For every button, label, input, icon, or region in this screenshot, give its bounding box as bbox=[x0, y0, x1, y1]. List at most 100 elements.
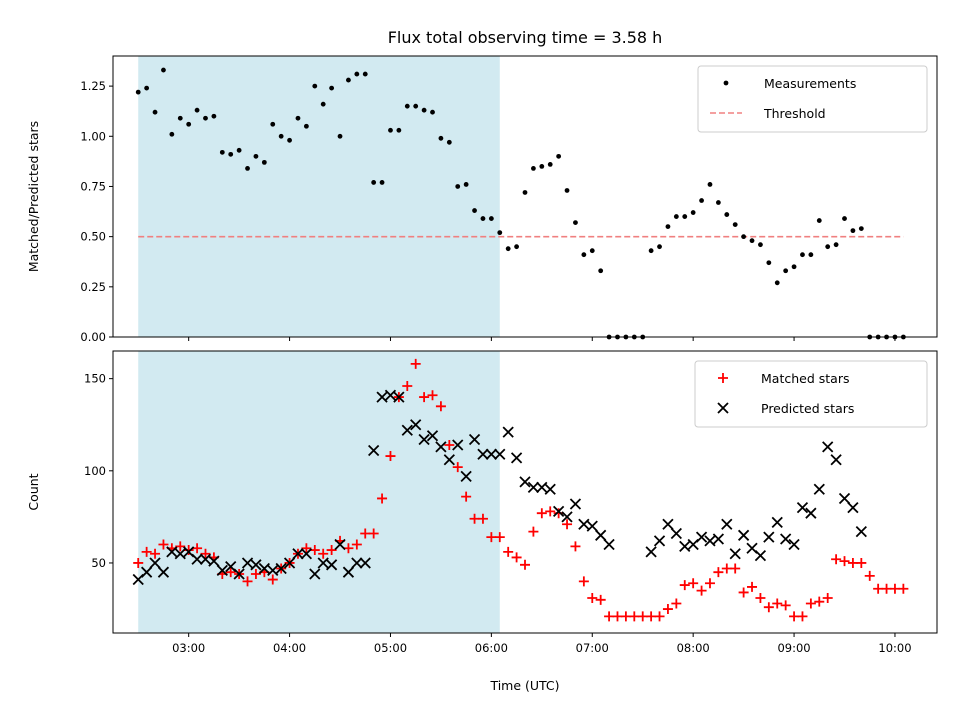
bottom-panel: 50 100 150 03:00 04:00 05:00 06:00 07:00 08:00 09… bbox=[26, 350, 938, 693]
predicted-star-point bbox=[552, 505, 565, 517]
matched-star-point bbox=[612, 611, 623, 622]
measurement-point bbox=[211, 113, 217, 119]
matched-star-point bbox=[183, 545, 194, 556]
matched-star-point bbox=[721, 563, 732, 574]
matched-star-point bbox=[713, 567, 724, 578]
measurement-point bbox=[598, 268, 604, 274]
measurement-point bbox=[842, 216, 847, 221]
measurement-point bbox=[531, 166, 536, 171]
predicted-star-point bbox=[166, 546, 178, 558]
matched-star-point bbox=[679, 580, 690, 591]
predicted-star-point bbox=[460, 470, 472, 482]
matched-star-point bbox=[250, 569, 261, 580]
matched-star-point bbox=[545, 506, 556, 517]
measurement-point bbox=[732, 222, 738, 228]
predicted-star-point bbox=[435, 441, 447, 453]
measurement-point bbox=[547, 161, 553, 167]
matched-star-point bbox=[175, 541, 186, 552]
matched-star-point bbox=[662, 604, 673, 615]
measurement-point bbox=[430, 109, 435, 115]
matched-star-point bbox=[360, 528, 371, 539]
measurement-point bbox=[564, 188, 570, 193]
predicted-star-point bbox=[258, 562, 270, 575]
matched-star-point bbox=[318, 548, 329, 559]
matched-star-point bbox=[503, 546, 514, 557]
predicted-star-point bbox=[477, 448, 489, 460]
predicted-star-point bbox=[788, 538, 800, 551]
matched-star-point bbox=[368, 528, 379, 539]
axes-frame bbox=[112, 350, 938, 634]
measurement-point bbox=[657, 244, 662, 250]
matched-star-point bbox=[192, 543, 203, 554]
measurement-point bbox=[253, 153, 259, 159]
matched-star-point bbox=[150, 548, 161, 559]
matched-star-point bbox=[738, 587, 749, 598]
y-tick-label: 0.00 bbox=[80, 330, 106, 344]
measurement-point bbox=[800, 252, 805, 258]
y-tick-label: 1.00 bbox=[80, 129, 106, 143]
measurement-point bbox=[413, 103, 419, 109]
predicted-star-point bbox=[595, 529, 607, 541]
measurement-point bbox=[715, 200, 721, 205]
predicted-star-point bbox=[351, 557, 363, 569]
predicted-star-point bbox=[359, 557, 371, 569]
measurement-point bbox=[497, 230, 503, 236]
measurement-point bbox=[396, 127, 402, 133]
measurement-point bbox=[169, 131, 175, 137]
measurement-point bbox=[758, 242, 763, 248]
matched-star-point bbox=[772, 598, 783, 609]
measurement-point bbox=[488, 216, 494, 221]
measurement-point bbox=[144, 85, 150, 91]
measurement-point bbox=[505, 246, 511, 252]
matched-star-point bbox=[671, 598, 682, 609]
measurement-point bbox=[783, 268, 789, 274]
matched-star-point bbox=[351, 539, 362, 550]
matched-star-point bbox=[385, 451, 396, 462]
matched-star-point bbox=[763, 602, 774, 613]
predicted-star-point bbox=[233, 568, 245, 580]
x-tick-label: 10:00 bbox=[878, 641, 911, 655]
measurement-point bbox=[388, 127, 393, 133]
predicted-star-point bbox=[721, 518, 733, 530]
predicted-star-point bbox=[342, 566, 355, 578]
matched-star-point bbox=[377, 493, 388, 504]
measurement-point bbox=[850, 228, 856, 234]
measurement-point bbox=[766, 260, 772, 266]
measurement-point bbox=[665, 224, 671, 230]
matched-star-point bbox=[629, 611, 640, 622]
y-tick-label: 150 bbox=[84, 372, 106, 386]
predicted-star-point bbox=[241, 557, 254, 569]
measurement-point bbox=[556, 153, 562, 159]
measurement-point bbox=[295, 115, 301, 121]
matched-star-point bbox=[200, 548, 211, 559]
measurement-point bbox=[236, 147, 242, 153]
predicted-star-point bbox=[384, 389, 397, 401]
predicted-star-point bbox=[569, 498, 582, 510]
predicted-star-point bbox=[519, 476, 531, 488]
predicted-star-point bbox=[376, 391, 388, 403]
measurement-point bbox=[161, 67, 166, 73]
measurement-point bbox=[404, 103, 410, 109]
matched-star-point bbox=[688, 578, 699, 589]
predicted-star-point bbox=[527, 481, 540, 494]
x-tick-label: 07:00 bbox=[576, 641, 609, 655]
matched-star-point bbox=[528, 526, 539, 537]
measurement-point bbox=[682, 214, 688, 219]
measurement-point bbox=[774, 280, 780, 286]
measurement-point bbox=[808, 252, 814, 258]
matched-star-point bbox=[225, 567, 236, 578]
chart-title: Flux total observing time = 3.58 h bbox=[388, 28, 663, 47]
matched-star-point bbox=[326, 545, 337, 556]
matched-star-point bbox=[435, 401, 446, 412]
measurement-point bbox=[287, 137, 292, 143]
predicted-star-point bbox=[737, 529, 750, 541]
matched-star-point bbox=[881, 583, 892, 594]
matched-star-point bbox=[696, 585, 707, 596]
predicted-star-point bbox=[410, 419, 422, 431]
matched-star-point bbox=[847, 557, 858, 568]
predicted-star-point bbox=[645, 546, 657, 558]
predicted-star-point bbox=[662, 518, 674, 530]
measurement-point bbox=[472, 208, 477, 213]
predicted-star-point bbox=[174, 548, 186, 560]
predicted-star-point bbox=[275, 562, 287, 575]
